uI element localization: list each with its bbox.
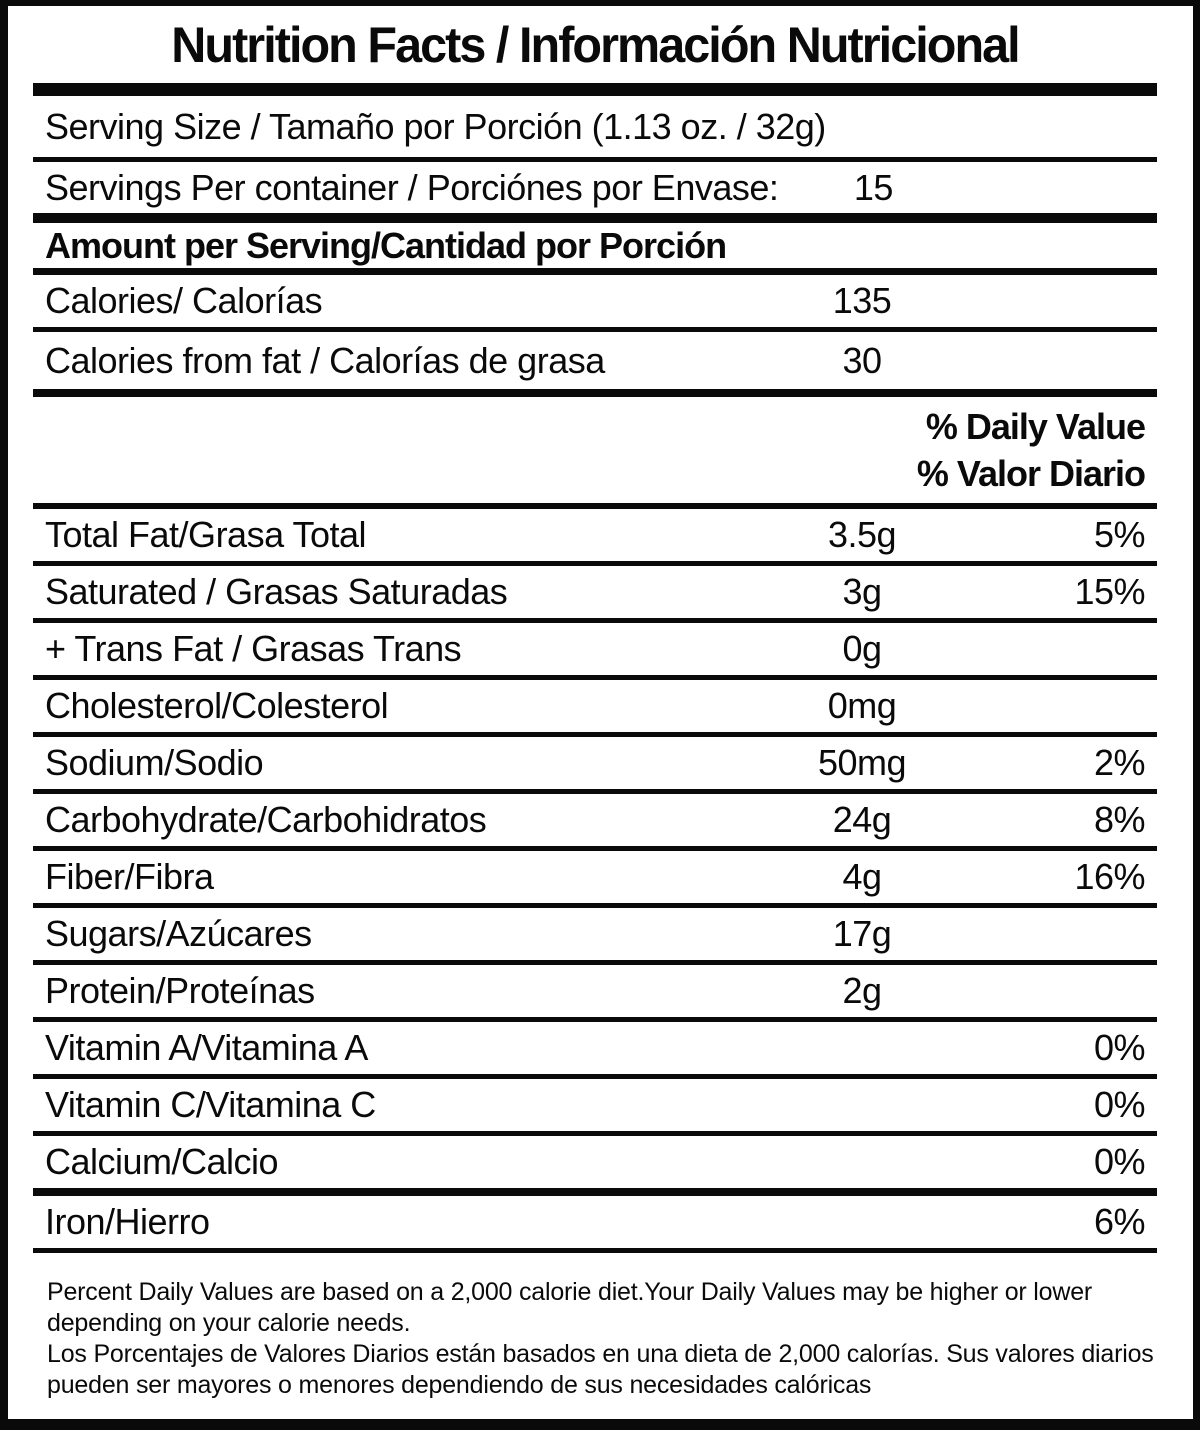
nutrient-label: Iron/Hierro xyxy=(45,1201,210,1242)
amount-per-serving-row: Amount per Serving/Cantidad por Porción xyxy=(33,223,1157,268)
nutrient-amount: 4g xyxy=(842,856,882,897)
nutrient-row-fiber: Fiber/Fibra 4g 16% xyxy=(33,851,1157,903)
nutrient-amount: 3.5g xyxy=(827,514,897,555)
calories-row: Calories/ Calorías 135 xyxy=(33,275,1157,327)
nutrient-dv: 16% xyxy=(1074,856,1145,897)
nutrient-amount: 24g xyxy=(832,799,892,840)
label-title: Nutrition Facts / Información Nutriciona… xyxy=(171,16,1020,73)
serving-size-label: Serving Size / Tamaño por Porción (1.13 … xyxy=(45,105,826,147)
daily-value-header-en: % Daily Value xyxy=(925,405,1146,447)
nutrient-label: Protein/Proteínas xyxy=(45,970,315,1011)
nutrient-label: Cholesterol/Colesterol xyxy=(45,685,389,726)
nutrient-label: Vitamin A/Vitamina A xyxy=(45,1027,368,1068)
divider xyxy=(33,846,1157,851)
nutrient-dv: 15% xyxy=(1074,571,1145,612)
nutrient-amount: 0g xyxy=(842,628,882,669)
section-divider xyxy=(33,213,1157,223)
nutrient-amount: 50mg xyxy=(817,742,907,783)
calories-value: 135 xyxy=(832,280,892,321)
section-divider xyxy=(33,389,1157,397)
label-content: Nutrition Facts / Información Nutriciona… xyxy=(8,6,1193,1419)
daily-value-header-es: % Valor Diario xyxy=(916,452,1146,494)
divider xyxy=(33,327,1157,332)
servings-per-container-value: 15 xyxy=(853,166,894,208)
nutrient-amount: 17g xyxy=(832,913,892,954)
divider xyxy=(33,1131,1157,1136)
nutrient-amount: 0mg xyxy=(827,685,897,726)
calories-from-fat-label: Calories from fat / Calorías de grasa xyxy=(45,339,605,381)
nutrient-label: Calcium/Calcio xyxy=(45,1141,279,1182)
nutrient-label: Saturated / Grasas Saturadas xyxy=(45,571,508,612)
divider xyxy=(33,1188,1157,1196)
nutrient-label: Total Fat/Grasa Total xyxy=(45,514,367,555)
divider xyxy=(33,561,1157,566)
nutrient-dv: 5% xyxy=(1093,514,1146,555)
calories-from-fat-row: Calories from fat / Calorías de grasa 30 xyxy=(33,332,1157,389)
nutrient-amount: 2g xyxy=(842,970,882,1011)
title-divider xyxy=(33,83,1157,96)
nutrient-row-sugars: Sugars/Azúcares 17g xyxy=(33,908,1157,960)
nutrient-row-cholesterol: Cholesterol/Colesterol 0mg xyxy=(33,680,1157,732)
nutrient-dv: 0% xyxy=(1093,1084,1146,1125)
calories-label: Calories/ Calorías xyxy=(45,280,323,321)
servings-per-container-label: Servings Per container / Porciónes por E… xyxy=(45,166,779,208)
divider xyxy=(33,268,1157,275)
serving-size-row: Serving Size / Tamaño por Porción (1.13 … xyxy=(33,96,1157,157)
divider xyxy=(33,960,1157,965)
amount-per-serving-header: Amount per Serving/Cantidad por Porción xyxy=(45,224,727,266)
nutrient-label: Vitamin C/Vitamina C xyxy=(45,1084,376,1125)
nutrient-label: Sugars/Azúcares xyxy=(45,913,312,954)
divider xyxy=(33,732,1157,737)
calories-from-fat-value: 30 xyxy=(842,339,882,381)
divider xyxy=(33,1248,1157,1253)
nutrient-row-trans-fat: + Trans Fat / Grasas Trans 0g xyxy=(33,623,1157,675)
nutrient-row-iron: Iron/Hierro 6% xyxy=(33,1196,1157,1248)
divider xyxy=(33,1074,1157,1079)
nutrient-label: Sodium/Sodio xyxy=(45,742,264,783)
nutrient-row-vitamin-c: Vitamin C/Vitamina C 0% xyxy=(33,1079,1157,1131)
divider xyxy=(33,675,1157,680)
nutrient-amount: 3g xyxy=(842,571,882,612)
divider xyxy=(33,503,1157,509)
nutrient-dv: 8% xyxy=(1093,799,1146,840)
divider xyxy=(33,789,1157,794)
footnote-english: Percent Daily Values are based on a 2,00… xyxy=(47,1278,1093,1337)
nutrient-dv: 0% xyxy=(1093,1027,1146,1068)
nutrient-row-carbohydrate: Carbohydrate/Carbohidratos 24g 8% xyxy=(33,794,1157,846)
footnote-spanish: Los Porcentajes de Valores Diarios están… xyxy=(47,1340,1154,1399)
divider xyxy=(33,903,1157,908)
nutrient-label: + Trans Fat / Grasas Trans xyxy=(45,628,462,669)
nutrient-row-saturated-fat: Saturated / Grasas Saturadas 3g 15% xyxy=(33,566,1157,618)
nutrient-dv: 6% xyxy=(1093,1201,1146,1242)
nutrient-dv: 2% xyxy=(1093,742,1146,783)
nutrient-row-sodium: Sodium/Sodio 50mg 2% xyxy=(33,737,1157,789)
nutrient-row-vitamin-a: Vitamin A/Vitamina A 0% xyxy=(33,1022,1157,1074)
nutrient-row-protein: Protein/Proteínas 2g xyxy=(33,965,1157,1017)
divider xyxy=(33,618,1157,623)
divider xyxy=(33,157,1157,162)
nutrient-row-total-fat: Total Fat/Grasa Total 3.5g 5% xyxy=(33,509,1157,561)
nutrient-label: Fiber/Fibra xyxy=(45,856,214,897)
footnotes: Percent Daily Values are based on a 2,00… xyxy=(33,1277,1157,1401)
divider xyxy=(33,1017,1157,1022)
nutrient-label: Carbohydrate/Carbohidratos xyxy=(45,799,487,840)
nutrient-row-calcium: Calcium/Calcio 0% xyxy=(33,1136,1157,1188)
servings-per-container-row: Servings Per container / Porciónes por E… xyxy=(33,162,1157,213)
daily-value-header: % Daily Value % Valor Diario xyxy=(33,397,1157,503)
nutrient-dv: 0% xyxy=(1093,1141,1146,1182)
